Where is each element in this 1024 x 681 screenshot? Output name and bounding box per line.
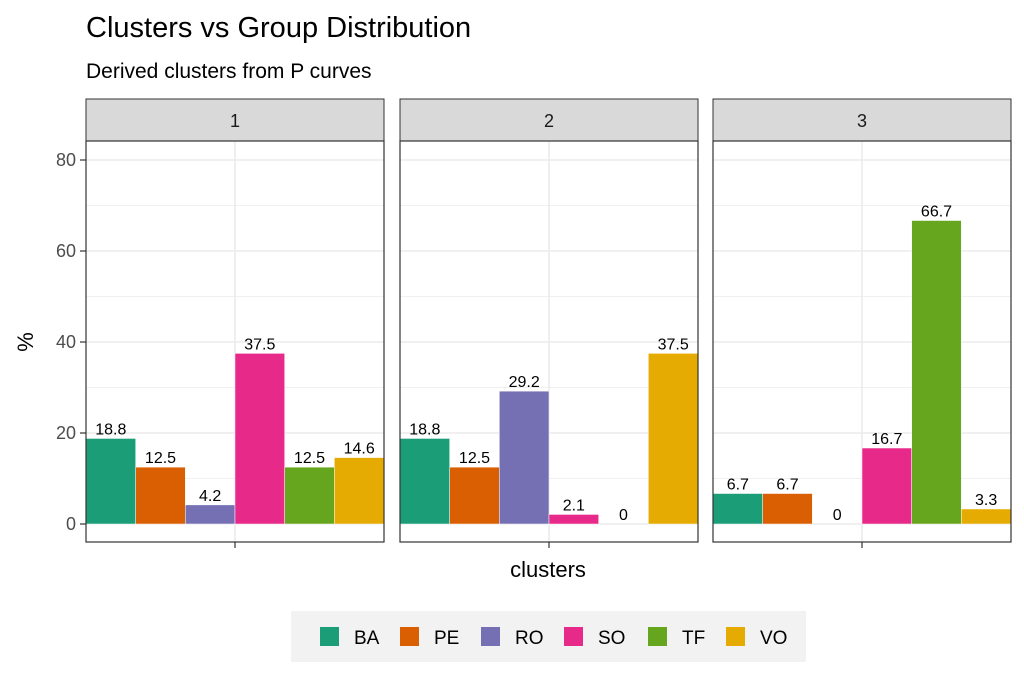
data-label-BA: 18.8 xyxy=(409,421,440,438)
legend-background xyxy=(291,611,806,662)
bar-SO xyxy=(861,447,912,525)
bar-SO xyxy=(548,514,599,525)
facet-strip xyxy=(712,98,1012,142)
legend-label-BA: BA xyxy=(354,628,380,649)
y-tick-label: 60 xyxy=(56,241,76,261)
bar-TF xyxy=(284,466,335,525)
legend-label-VO: VO xyxy=(760,628,787,649)
data-label-RO: 0 xyxy=(833,507,842,524)
facet-panel-2: 2 18.8 12.5 29.2 2.1 0 37.5 xyxy=(399,98,699,548)
bar-TF xyxy=(911,220,962,525)
data-label-VO: 3.3 xyxy=(975,492,997,509)
data-label-BA: 18.8 xyxy=(95,421,126,438)
data-label-BA: 6.7 xyxy=(727,477,749,494)
data-label-SO: 16.7 xyxy=(871,431,902,448)
data-label-SO: 2.1 xyxy=(563,497,585,514)
data-label-VO: 37.5 xyxy=(658,336,689,353)
data-label-PE: 12.5 xyxy=(145,450,176,467)
legend-key-PE xyxy=(400,627,419,646)
bar-RO xyxy=(185,504,236,525)
legend-key-SO xyxy=(564,627,583,646)
facet-panel-1: 1 18.8 12.5 4.2 37.5 12.5 14.6 xyxy=(85,98,385,548)
y-axis-label: % xyxy=(13,332,38,352)
facet-strip xyxy=(85,98,385,142)
y-tick-label: 80 xyxy=(56,150,76,170)
data-label-RO: 29.2 xyxy=(509,374,540,391)
legend-key-VO xyxy=(726,627,745,646)
legend-key-TF xyxy=(648,627,667,646)
data-label-PE: 6.7 xyxy=(776,477,798,494)
bar-RO xyxy=(499,390,550,525)
bar-PE xyxy=(449,466,500,525)
data-label-TF: 0 xyxy=(619,507,628,524)
legend-key-BA xyxy=(320,627,339,646)
data-label-TF: 12.5 xyxy=(294,450,325,467)
data-label-RO: 4.2 xyxy=(199,488,221,505)
legend-label-TF: TF xyxy=(682,628,705,649)
data-label-VO: 14.6 xyxy=(344,441,375,458)
bar-PE xyxy=(135,466,186,525)
facet-strip-label: 1 xyxy=(230,111,240,131)
bar-BA xyxy=(85,438,136,525)
legend-label-PE: PE xyxy=(434,628,459,649)
facet-strip-label: 2 xyxy=(544,111,554,131)
bar-SO xyxy=(234,353,285,525)
facet-panel-3: 3 6.7 6.7 0 16.7 66.7 3.3 xyxy=(712,98,1012,548)
data-label-SO: 37.5 xyxy=(244,336,275,353)
facet-strip-label: 3 xyxy=(857,111,867,131)
y-tick-label: 20 xyxy=(56,423,76,443)
legend-label-RO: RO xyxy=(515,628,544,649)
bar-VO xyxy=(648,353,699,525)
legend-key-RO xyxy=(481,627,500,646)
data-label-PE: 12.5 xyxy=(459,450,490,467)
chart-subtitle: Derived clusters from P curves xyxy=(86,60,372,83)
x-axis-label: clusters xyxy=(510,557,586,582)
legend: BA PE RO SO TF VO xyxy=(291,611,806,662)
y-tick-label: 0 xyxy=(66,514,76,534)
facet-strip xyxy=(399,98,699,142)
y-tick-label: 40 xyxy=(56,332,76,352)
bar-BA xyxy=(712,493,763,525)
bar-VO xyxy=(961,508,1012,525)
bar-VO xyxy=(334,457,385,525)
data-label-TF: 66.7 xyxy=(921,204,952,221)
bar-PE xyxy=(762,493,813,525)
legend-label-SO: SO xyxy=(598,628,625,649)
chart-title: Clusters vs Group Distribution xyxy=(86,12,471,44)
bar-BA xyxy=(399,438,450,525)
